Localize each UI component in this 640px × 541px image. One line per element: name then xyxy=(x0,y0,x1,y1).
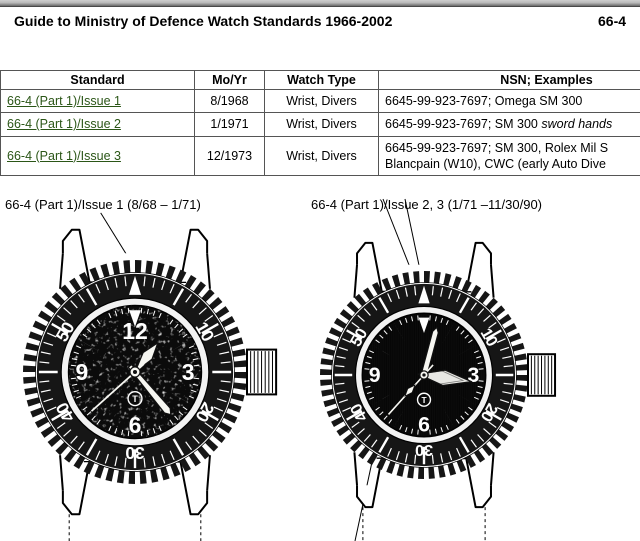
svg-text:3: 3 xyxy=(467,363,479,387)
svg-text:T: T xyxy=(132,394,138,404)
svg-text:T: T xyxy=(421,395,427,405)
svg-text:9: 9 xyxy=(369,363,381,387)
svg-text:6: 6 xyxy=(129,412,142,438)
svg-text:6: 6 xyxy=(418,412,430,436)
svg-text:3: 3 xyxy=(182,359,195,385)
svg-text:12: 12 xyxy=(122,318,148,344)
svg-text:9: 9 xyxy=(75,359,88,385)
